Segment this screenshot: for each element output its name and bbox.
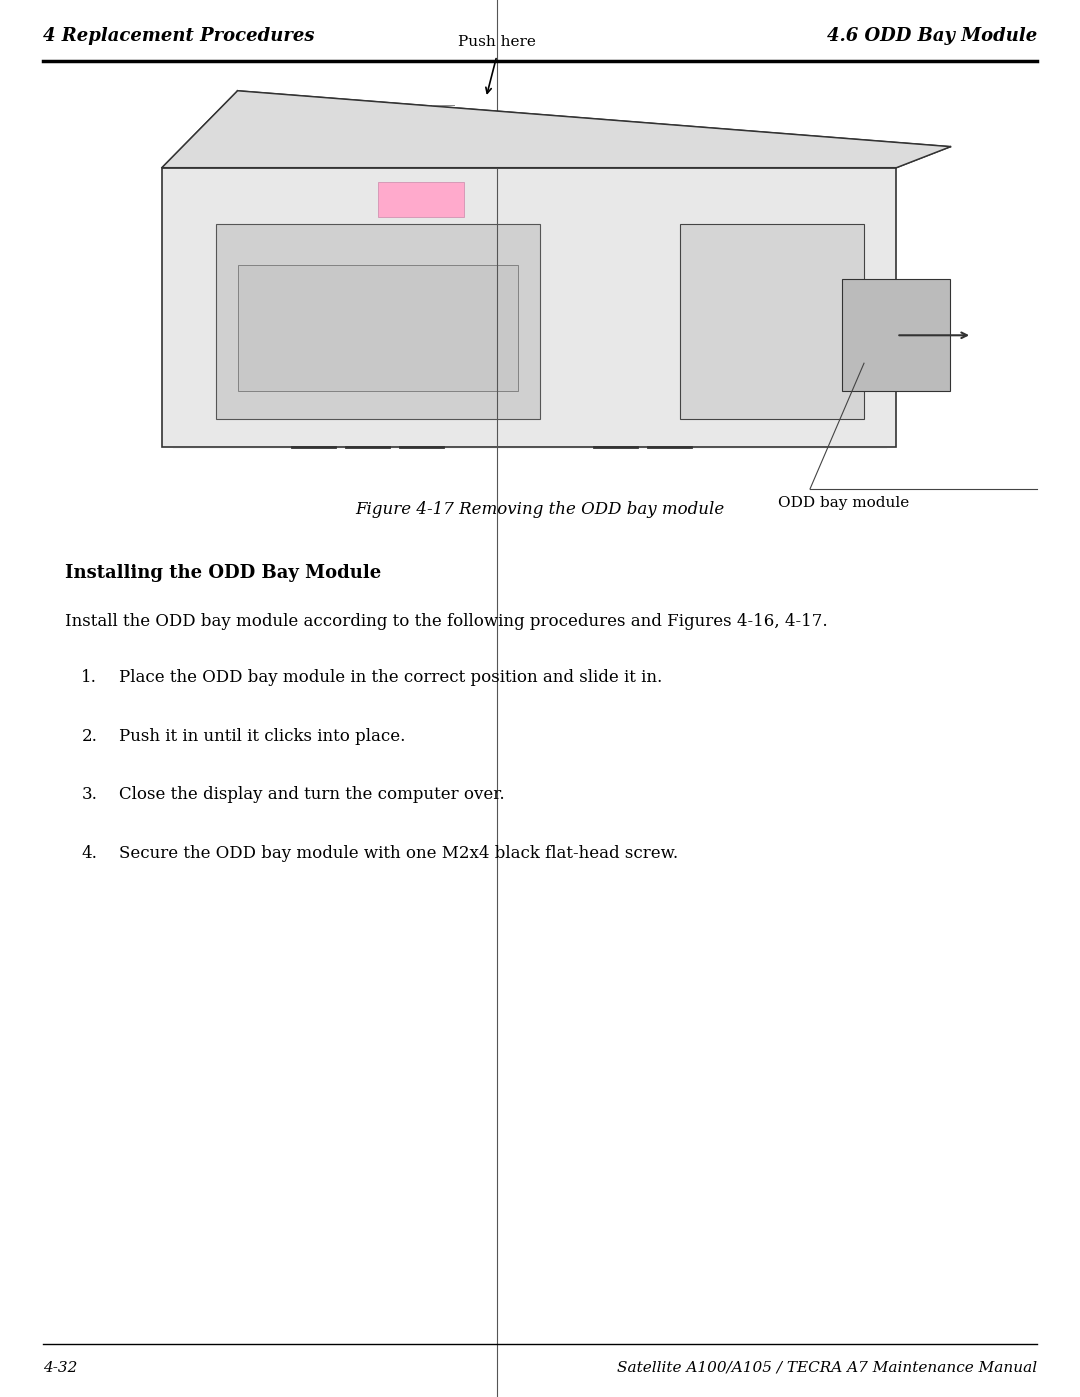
FancyBboxPatch shape xyxy=(162,168,896,447)
Text: Close the display and turn the computer over.: Close the display and turn the computer … xyxy=(119,787,504,803)
Text: Install the ODD bay module according to the following procedures and Figures 4-1: Install the ODD bay module according to … xyxy=(65,613,827,630)
Text: 4.6 ODD Bay Module: 4.6 ODD Bay Module xyxy=(826,27,1037,45)
Text: 2.: 2. xyxy=(81,728,97,745)
Text: Push it in until it clicks into place.: Push it in until it clicks into place. xyxy=(119,728,405,745)
Text: 4.: 4. xyxy=(81,845,97,862)
Text: Secure the ODD bay module with one M2x4 black flat-head screw.: Secure the ODD bay module with one M2x4 … xyxy=(119,845,678,862)
FancyBboxPatch shape xyxy=(238,265,518,391)
Text: Place the ODD bay module in the correct position and slide it in.: Place the ODD bay module in the correct … xyxy=(119,669,662,686)
Text: 4-32: 4-32 xyxy=(43,1361,78,1375)
Text: Satellite A100/A105 / TECRA A7 Maintenance Manual: Satellite A100/A105 / TECRA A7 Maintenan… xyxy=(617,1361,1037,1375)
FancyBboxPatch shape xyxy=(842,279,950,391)
Text: Installing the ODD Bay Module: Installing the ODD Bay Module xyxy=(65,564,381,581)
FancyBboxPatch shape xyxy=(378,182,464,217)
FancyBboxPatch shape xyxy=(216,224,540,419)
Text: 3.: 3. xyxy=(81,787,97,803)
Text: 1.: 1. xyxy=(81,669,97,686)
Polygon shape xyxy=(162,91,950,168)
Text: Figure 4-17 Removing the ODD bay module: Figure 4-17 Removing the ODD bay module xyxy=(355,502,725,518)
Text: Push here: Push here xyxy=(458,35,536,49)
FancyBboxPatch shape xyxy=(680,224,864,419)
Text: ODD bay module: ODD bay module xyxy=(778,496,909,510)
Text: 4 Replacement Procedures: 4 Replacement Procedures xyxy=(43,27,314,45)
